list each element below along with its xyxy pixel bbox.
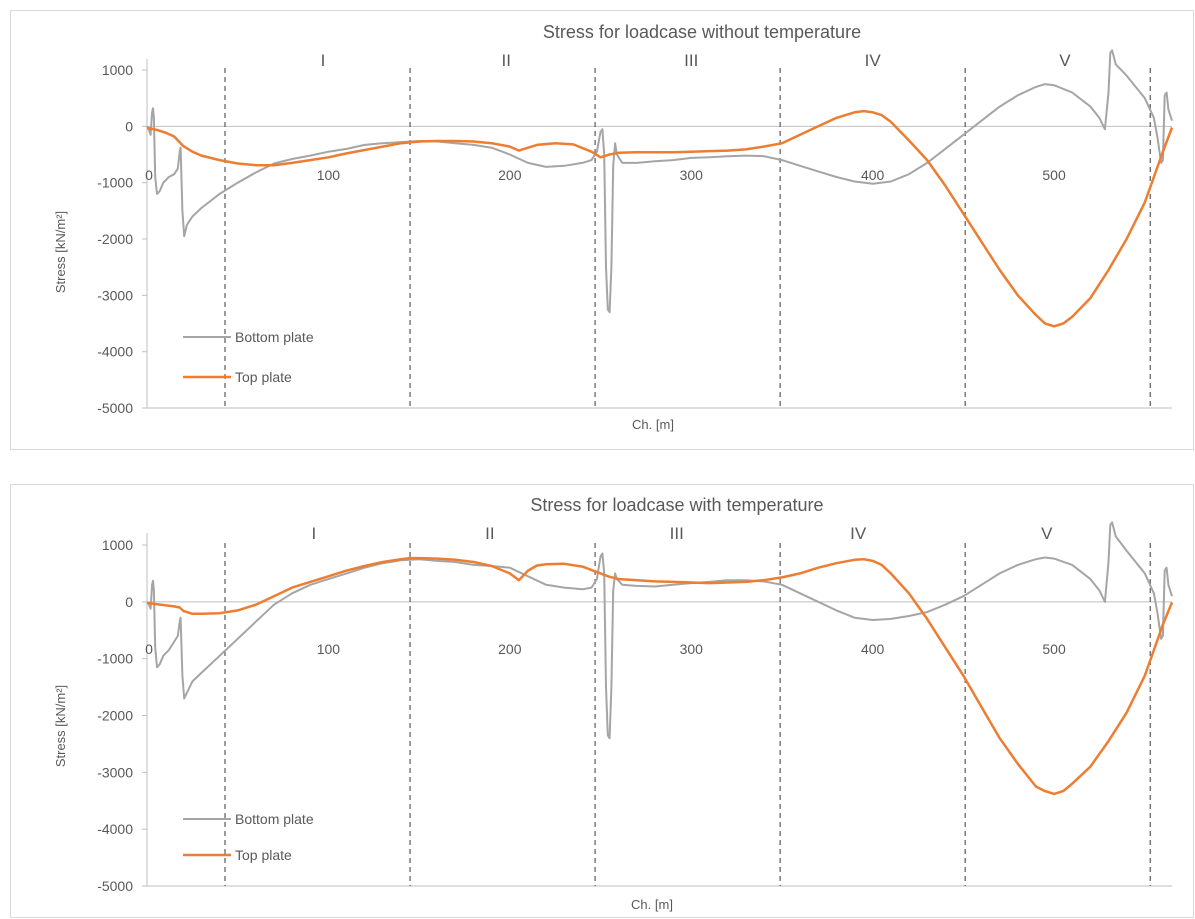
section-label: I — [321, 51, 326, 70]
x-tick-label: 500 — [1042, 167, 1066, 183]
section-label: II — [501, 51, 510, 70]
x-tick-label: 100 — [317, 167, 341, 183]
stress-chart-without-temperature: Stress for loadcase without temperature … — [53, 22, 1174, 432]
x-tick-label: 300 — [680, 167, 704, 183]
y-tick-label: -2000 — [97, 708, 133, 724]
chart-panel-with-temperature: Stress for loadcase with temperature Ch.… — [10, 484, 1194, 918]
x-tick-label: 400 — [861, 167, 885, 183]
y-tick-label: 0 — [125, 118, 133, 134]
section-label: III — [684, 51, 698, 70]
chart-panel-without-temperature: Stress for loadcase without temperature … — [10, 10, 1194, 450]
section-label: I — [312, 524, 317, 543]
section-label: IV — [865, 51, 882, 70]
y-tick-label: -3000 — [97, 764, 133, 780]
x-axis-label: Ch. [m] — [631, 897, 673, 912]
x-axis-label: Ch. [m] — [632, 417, 674, 432]
series-line-bottom-plate — [146, 521, 1173, 740]
chart-title: Stress for loadcase without temperature — [543, 22, 861, 42]
y-tick-label: -3000 — [97, 287, 133, 303]
y-tick-label: -4000 — [97, 821, 133, 837]
y-tick-label: -1000 — [97, 175, 133, 191]
y-tick-label: -4000 — [97, 344, 133, 360]
y-axis-label: Stress [kN/m²] — [53, 685, 68, 767]
y-tick-label: -1000 — [97, 651, 133, 667]
legend-label: Top plate — [235, 369, 292, 385]
y-tick-label: -5000 — [97, 400, 133, 416]
x-tick-label: 200 — [498, 641, 522, 657]
y-tick-label: -2000 — [97, 231, 133, 247]
section-label: V — [1041, 524, 1053, 543]
series-line-top-plate — [146, 556, 1174, 796]
x-tick-label: 200 — [498, 167, 522, 183]
stress-chart-with-temperature: Stress for loadcase with temperature Ch.… — [53, 495, 1174, 912]
y-axis-label: Stress [kN/m²] — [53, 211, 68, 293]
y-tick-label: 0 — [125, 594, 133, 610]
x-tick-label: 0 — [145, 641, 153, 657]
y-tick-label: 1000 — [102, 62, 133, 78]
section-label: II — [485, 524, 494, 543]
section-label: IV — [850, 524, 867, 543]
x-tick-label: 0 — [145, 167, 153, 183]
legend-label: Top plate — [235, 847, 292, 863]
series-line-top-plate — [146, 109, 1174, 328]
legend-label: Bottom plate — [235, 811, 314, 827]
y-tick-label: -5000 — [97, 878, 133, 894]
section-label: V — [1059, 51, 1071, 70]
legend-label: Bottom plate — [235, 329, 314, 345]
x-tick-label: 100 — [317, 641, 341, 657]
section-label: III — [670, 524, 684, 543]
x-tick-label: 500 — [1042, 641, 1066, 657]
x-tick-label: 400 — [861, 641, 885, 657]
series-line-bottom-plate — [146, 49, 1173, 314]
chart-title: Stress for loadcase with temperature — [530, 495, 823, 515]
x-tick-label: 300 — [680, 641, 704, 657]
y-tick-label: 1000 — [102, 537, 133, 553]
